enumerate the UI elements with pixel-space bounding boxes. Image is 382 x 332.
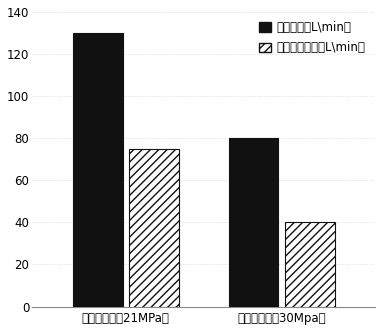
Bar [73, 33, 123, 306]
Bar [228, 138, 278, 306]
Bar [129, 149, 179, 306]
Bar [285, 222, 335, 306]
Legend: 正常流量（L\min）, 等比流量下降（L\min）: 正常流量（L\min）, 等比流量下降（L\min） [256, 18, 369, 58]
